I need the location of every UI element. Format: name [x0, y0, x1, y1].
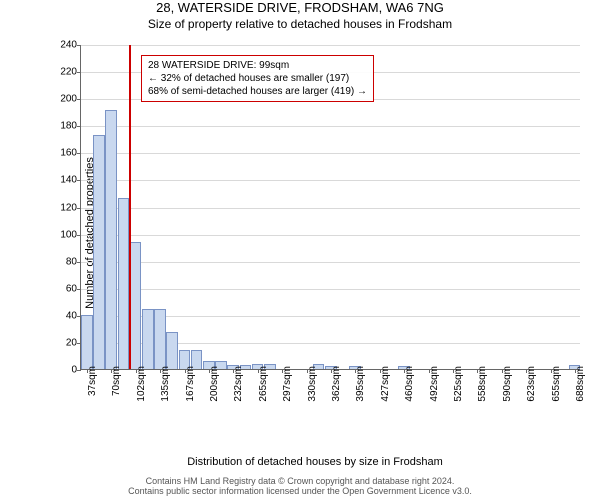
y-tick-label: 40 — [51, 310, 77, 321]
reference-line — [129, 45, 131, 369]
x-tick-label: 362sqm — [331, 366, 342, 426]
y-tick-mark — [77, 180, 81, 181]
histogram-bar — [81, 315, 93, 369]
y-tick-mark — [77, 99, 81, 100]
page-title: 28, WATERSIDE DRIVE, FRODSHAM, WA6 7NG — [0, 0, 600, 15]
y-tick-label: 220 — [51, 67, 77, 78]
y-tick-label: 240 — [51, 40, 77, 51]
gridline — [81, 208, 580, 209]
x-tick-label: 460sqm — [404, 366, 415, 426]
x-tick-label: 200sqm — [209, 366, 220, 426]
histogram-bar — [142, 309, 154, 369]
x-tick-label: 330sqm — [307, 366, 318, 426]
y-tick-mark — [77, 370, 81, 371]
gridline — [81, 262, 580, 263]
annotation-line: 28 WATERSIDE DRIVE: 99sqm — [148, 59, 367, 72]
credit-text: Contains HM Land Registry data © Crown c… — [0, 476, 600, 496]
gridline — [81, 235, 580, 236]
y-tick-mark — [77, 262, 81, 263]
gridline — [81, 289, 580, 290]
y-tick-label: 160 — [51, 148, 77, 159]
x-tick-label: 167sqm — [185, 366, 196, 426]
x-tick-label: 590sqm — [502, 366, 513, 426]
y-tick-label: 0 — [51, 365, 77, 376]
x-tick-label: 427sqm — [380, 366, 391, 426]
y-tick-mark — [77, 45, 81, 46]
gridline — [81, 180, 580, 181]
x-tick-label: 102sqm — [136, 366, 147, 426]
y-tick-label: 180 — [51, 121, 77, 132]
y-tick-label: 20 — [51, 337, 77, 348]
chart-container: Number of detached properties 0204060801… — [50, 45, 580, 420]
y-tick-mark — [77, 153, 81, 154]
annotation-box: 28 WATERSIDE DRIVE: 99sqm← 32% of detach… — [141, 55, 374, 102]
annotation-line: 68% of semi-detached houses are larger (… — [148, 85, 367, 98]
x-tick-label: 70sqm — [111, 366, 122, 426]
x-tick-label: 525sqm — [453, 366, 464, 426]
plot-area: 02040608010012014016018020022024037sqm70… — [80, 45, 580, 370]
x-tick-label: 232sqm — [233, 366, 244, 426]
x-tick-label: 492sqm — [429, 366, 440, 426]
histogram-bar — [166, 332, 178, 369]
histogram-bar — [93, 135, 105, 369]
y-tick-mark — [77, 289, 81, 290]
histogram-bar — [130, 242, 142, 369]
y-tick-label: 80 — [51, 256, 77, 267]
gridline — [81, 153, 580, 154]
histogram-bar — [154, 309, 166, 369]
x-tick-label: 655sqm — [551, 366, 562, 426]
x-tick-label: 265sqm — [258, 366, 269, 426]
y-tick-label: 140 — [51, 175, 77, 186]
y-tick-label: 120 — [51, 202, 77, 213]
y-tick-label: 60 — [51, 283, 77, 294]
y-tick-mark — [77, 72, 81, 73]
annotation-line: ← 32% of detached houses are smaller (19… — [148, 72, 367, 85]
x-tick-label: 623sqm — [526, 366, 537, 426]
y-tick-mark — [77, 235, 81, 236]
gridline — [81, 45, 580, 46]
x-tick-label: 37sqm — [87, 366, 98, 426]
y-tick-mark — [77, 208, 81, 209]
y-tick-label: 100 — [51, 229, 77, 240]
page-subtitle: Size of property relative to detached ho… — [0, 17, 600, 31]
x-tick-label: 297sqm — [282, 366, 293, 426]
gridline — [81, 126, 580, 127]
credit-line-2: Contains public sector information licen… — [0, 486, 600, 496]
y-tick-label: 200 — [51, 94, 77, 105]
histogram-bar — [105, 110, 117, 369]
x-tick-label: 688sqm — [575, 366, 586, 426]
x-tick-label: 135sqm — [160, 366, 171, 426]
histogram-bar — [118, 198, 130, 369]
y-tick-mark — [77, 126, 81, 127]
credit-line-1: Contains HM Land Registry data © Crown c… — [0, 476, 600, 486]
x-axis-label: Distribution of detached houses by size … — [50, 456, 580, 468]
x-tick-label: 395sqm — [355, 366, 366, 426]
x-tick-label: 558sqm — [477, 366, 488, 426]
